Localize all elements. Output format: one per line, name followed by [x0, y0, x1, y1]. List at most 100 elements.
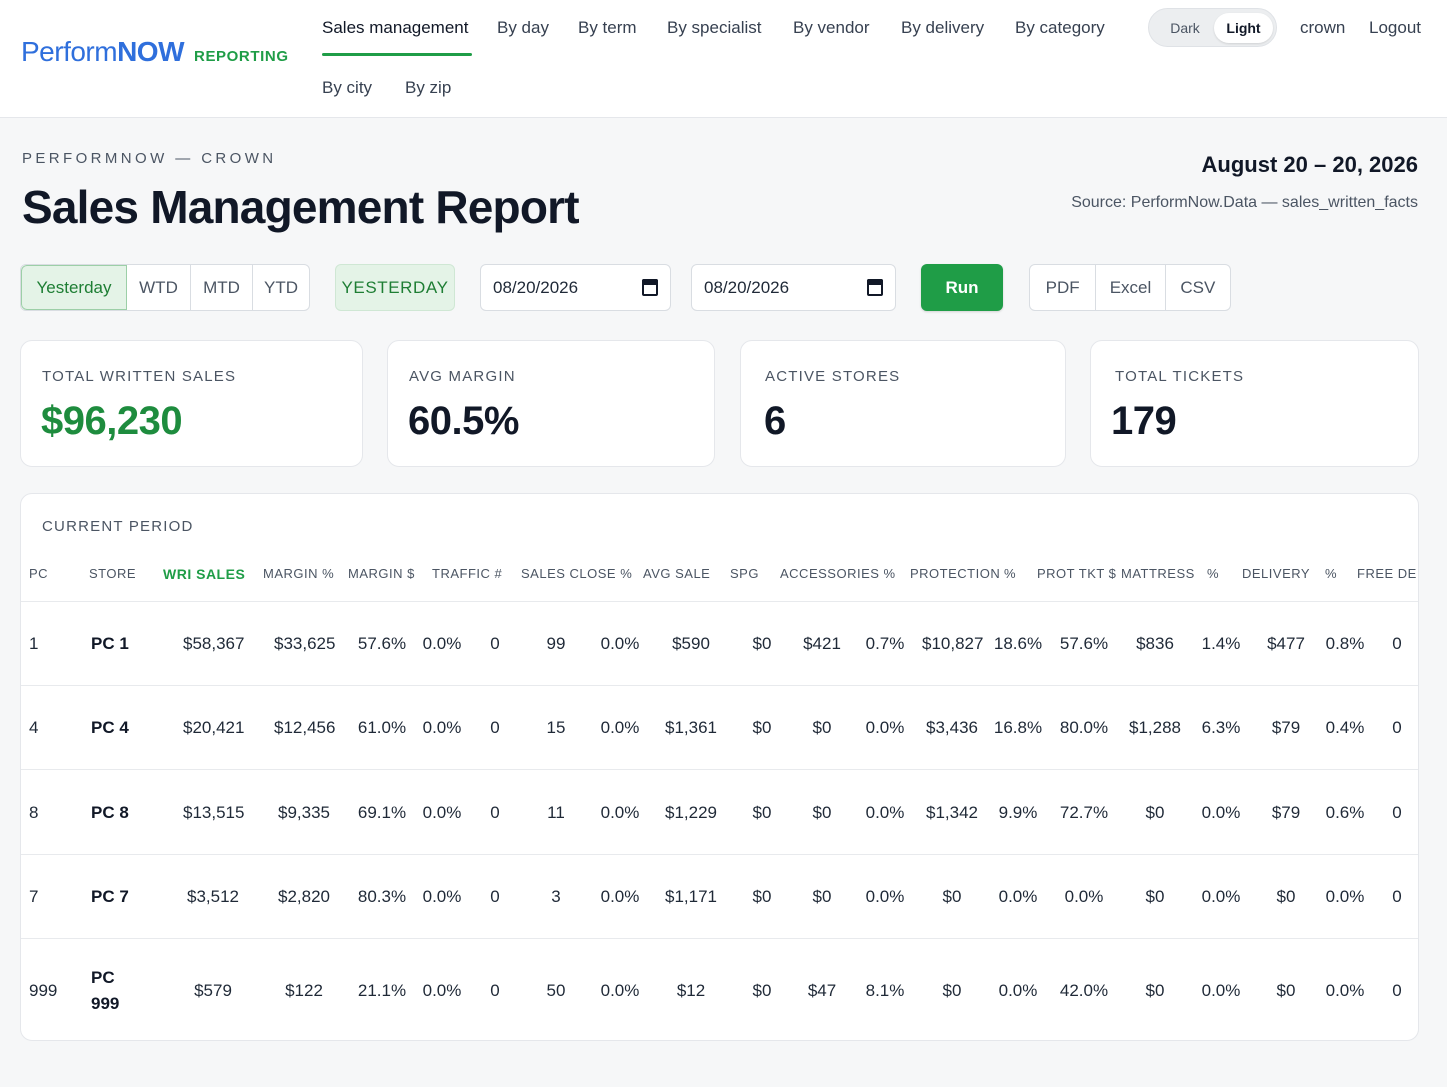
column-header-traffic[interactable]: TRAFFIC # [432, 566, 503, 581]
kpi-card-total-written-sales: TOTAL WRITTEN SALES $96,230 [20, 340, 363, 467]
calendar-icon[interactable] [642, 279, 658, 296]
table-cell: 0 [1392, 634, 1402, 653]
nav-by-category[interactable]: By category [1015, 18, 1105, 37]
table-cell: 57.6% [1059, 634, 1109, 653]
table-cell: $1,171 [665, 887, 717, 906]
nav-by-specialist[interactable]: By specialist [667, 18, 762, 37]
run-button[interactable]: Run [921, 264, 1003, 311]
cell-pc: 4 [29, 718, 39, 737]
page-title: Sales Management Report [22, 181, 580, 233]
column-header-pc[interactable]: PC [29, 566, 49, 581]
column-header-mattress-pct[interactable]: % [1207, 566, 1220, 581]
table-cell: $0 [1145, 981, 1165, 1000]
column-header-delivery-pct[interactable]: % [1325, 566, 1338, 581]
period-yesterday-button[interactable]: Yesterday [21, 265, 127, 310]
table-cell: $421 [803, 634, 841, 653]
table-cell: 0.0% [422, 802, 462, 822]
column-header-accessories-pct[interactable]: ACCESSORIES % [780, 566, 896, 581]
table-row[interactable]: 1 PC 1 $58,367 $33,625 57.6% 0.0% 0 99 0.0% $590 $… [21, 601, 1418, 685]
selected-period-badge: YESTERDAY [335, 264, 455, 311]
theme-toggle[interactable]: Dark Light [1148, 8, 1277, 47]
period-mtd-button[interactable]: MTD [191, 265, 253, 310]
table-cell: $0 [752, 981, 772, 1000]
table-cell: 9.9% [998, 802, 1038, 822]
export-excel-button[interactable]: Excel [1096, 265, 1166, 310]
kpi-label: TOTAL TICKETS [1115, 368, 1245, 385]
calendar-icon[interactable] [867, 279, 883, 296]
table-cell: 0.0% [422, 634, 462, 653]
nav-by-city[interactable]: By city [322, 78, 373, 97]
column-header-protection-pct[interactable]: % [1004, 566, 1017, 581]
table-cell: 0.0% [422, 887, 462, 906]
table-cell: $33,625 [274, 634, 336, 653]
nav-by-delivery[interactable]: By delivery [901, 18, 985, 37]
table-cell: $0 [1276, 887, 1296, 906]
theme-dark-option[interactable]: Dark [1170, 20, 1200, 36]
kpi-label: AVG MARGIN [409, 368, 516, 385]
table-cell: $579 [194, 981, 232, 1000]
column-header-prot-tkt-dollar[interactable]: PROT TKT $ [1037, 566, 1117, 581]
nav-by-day[interactable]: By day [497, 18, 549, 37]
table-cell: $3,512 [187, 887, 239, 906]
column-header-protection[interactable]: PROTECTION [910, 566, 1001, 581]
logo-perform-text: Perform [21, 36, 118, 67]
table-cell: $13,515 [183, 802, 245, 822]
table-cell: 80.3% [357, 887, 407, 906]
table-cell: 0 [490, 634, 500, 653]
table-cell: 0 [1392, 718, 1402, 737]
column-header-spg[interactable]: SPG [730, 566, 759, 581]
table-cell: $79 [1271, 718, 1301, 737]
column-header-wri-sales[interactable]: WRI SALES [163, 566, 246, 582]
table-cell: 3 [551, 887, 561, 906]
table-cell: 18.6% [993, 634, 1043, 653]
export-pdf-button[interactable]: PDF [1030, 265, 1097, 310]
table-row[interactable]: 8 PC 8 $13,515 $9,335 69.1% 0.0% 0 11 0.0% $1,229… [21, 769, 1418, 854]
table-cell: 50 [546, 981, 566, 1000]
logout-link[interactable]: Logout [1369, 18, 1421, 37]
theme-light-option[interactable]: Light [1214, 13, 1273, 43]
column-header-store[interactable]: STORE [89, 566, 137, 581]
column-header-mattress[interactable]: MATTRESS [1121, 566, 1195, 581]
period-wtd-button[interactable]: WTD [127, 265, 191, 310]
end-date-input[interactable]: 08/20/2026 [691, 264, 896, 311]
table-cell: 42.0% [1059, 981, 1109, 1000]
nav-sales-management[interactable]: Sales management [322, 18, 469, 37]
column-header-free-delivery[interactable]: FREE DE [1357, 566, 1417, 581]
table-cell: 0 [1392, 887, 1402, 906]
table-cell: $9,335 [278, 802, 330, 822]
cell-store[interactable]: PC 7 [91, 887, 129, 906]
table-row[interactable]: 999 PC 999 $579 $122 21.1% 0.0% 0 50 0.0% $12 $0 $4… [21, 938, 1418, 1040]
table-cell: 0 [1392, 802, 1402, 822]
nav-by-zip[interactable]: By zip [405, 78, 452, 97]
nav-by-vendor[interactable]: By vendor [793, 18, 870, 37]
table-cell: 11 [547, 802, 565, 822]
start-date-input[interactable]: 08/20/2026 [480, 264, 671, 311]
table-cell: 15 [546, 718, 566, 737]
table-cell: $0 [1145, 802, 1165, 822]
cell-store[interactable]: PC 8 [91, 802, 129, 822]
period-ytd-button[interactable]: YTD [264, 277, 298, 297]
cell-store[interactable]: PC 1 [91, 634, 129, 653]
cell-store[interactable]: PC 999 [91, 968, 120, 1013]
column-header-avg-sale[interactable]: AVG SALE [643, 566, 711, 581]
table-cell: 0.0% [1201, 802, 1241, 822]
table-row[interactable]: 7 PC 7 $3,512 $2,820 80.3% 0.0% 0 3 0.0% $1,171 $0… [21, 854, 1418, 938]
table-cell: $12 [676, 981, 706, 1000]
table-cell: $0 [752, 802, 772, 822]
column-header-margin-pct[interactable]: MARGIN % [263, 566, 335, 581]
table-cell: $79 [1271, 802, 1301, 822]
top-bar: Perform NOW REPORTING Sales management By… [0, 0, 1447, 118]
column-header-sales-close-pct[interactable]: SALES CLOSE % [521, 566, 633, 581]
table-row[interactable]: 4 PC 4 $20,421 $12,456 61.0% 0.0% 0 15 0.0% $1,36… [21, 685, 1418, 769]
export-csv-button[interactable]: CSV [1180, 277, 1216, 297]
kpi-card-avg-margin: AVG MARGIN 60.5% [387, 340, 715, 467]
table-cell: 0.0% [865, 718, 905, 737]
nav-by-term[interactable]: By term [578, 18, 637, 37]
table-cell: 1.4% [1201, 634, 1241, 653]
column-header-delivery[interactable]: DELIVERY [1242, 566, 1311, 581]
brand-logo[interactable]: Perform NOW REPORTING [21, 36, 289, 68]
table-cell: 0.0% [1325, 887, 1365, 906]
column-header-margin-dollar[interactable]: MARGIN $ [348, 566, 415, 581]
cell-store[interactable]: PC 4 [91, 718, 129, 737]
table-cell: 0.0% [600, 802, 640, 822]
